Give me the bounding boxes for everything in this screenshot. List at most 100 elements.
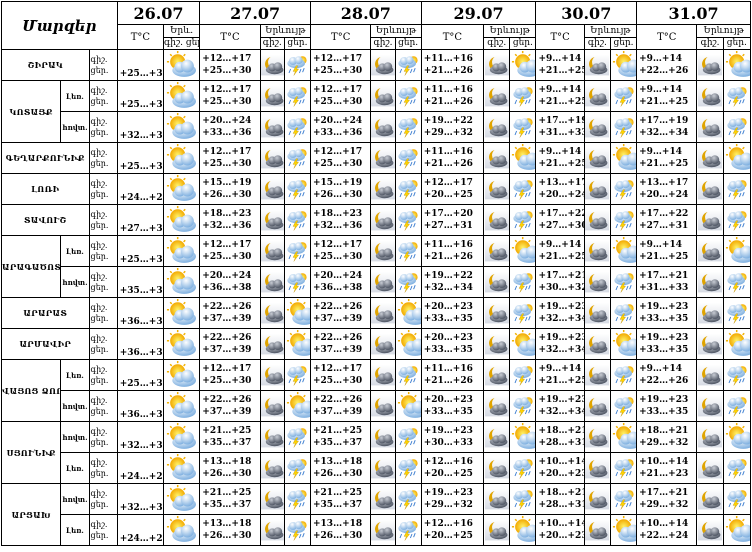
moon-cloud-icon (370, 266, 396, 298)
thunderstorm-icon (612, 208, 636, 232)
moon-cloud-icon (698, 53, 722, 77)
moon-cloud-icon (696, 452, 724, 484)
day-temperature: +20…+23 (538, 469, 585, 479)
night-header: գիշ. (583, 36, 611, 50)
region-name: ՍՅՈՒՆԻՔ (0, 421, 62, 484)
night-temperature: +21…+25 (313, 488, 363, 498)
night-day-label: գիշ. ցեր. (88, 80, 118, 112)
temperature-range: +17…+21 +30…+32 (535, 266, 585, 298)
thunderstorm-icon (722, 359, 752, 391)
night-day-label: գիշ. ցեր. (88, 514, 118, 546)
sun-cloud-icon (163, 421, 201, 453)
thunderstorm-icon (285, 84, 309, 108)
night-temperature: +10…+14 (639, 457, 689, 467)
thunderstorm-icon (396, 177, 420, 201)
thunderstorm-icon (722, 111, 752, 143)
temperature-range: +13…+17 +20…+24 (636, 173, 698, 205)
night-temperature: +20…+23 (423, 333, 473, 343)
region-name: ՇԻՐԱԿ (1, 49, 90, 81)
night-temperature: +12…+17 (202, 54, 252, 64)
moon-cloud-icon (259, 297, 285, 329)
day-header: ցեր. (509, 36, 537, 50)
temperature-range: +12…+17 +25…+30 (309, 49, 372, 81)
moon-cloud-icon (485, 456, 509, 480)
thunderstorm-icon (396, 115, 420, 139)
moon-cloud-icon (696, 483, 724, 515)
night-temperature: +12…+17 (423, 178, 473, 188)
sun-cloud-icon (609, 421, 638, 453)
night-temperature: +22…+26 (202, 395, 252, 405)
thunderstorm-icon (285, 425, 309, 449)
day-temperature: +30…+32 (538, 283, 585, 293)
thunderstorm-icon (396, 53, 420, 77)
moon-cloud-icon (583, 266, 611, 298)
thunderstorm-icon (722, 204, 752, 236)
moon-cloud-icon (483, 80, 511, 112)
moon-cloud-icon (583, 297, 611, 329)
moon-cloud-icon (585, 53, 609, 77)
thunderstorm-icon (396, 146, 420, 170)
zone-label: Լեռ. (60, 80, 90, 112)
moon-cloud-icon (259, 235, 285, 267)
temperature-range: +13…+18 +26…+30 (199, 514, 261, 546)
moon-cloud-icon (698, 146, 722, 170)
sun-cloud-icon (165, 330, 199, 358)
moon-cloud-icon (585, 425, 609, 449)
night-temperature: +9…+14 (639, 85, 682, 95)
sun-cloud-icon (285, 330, 311, 358)
moon-cloud-icon (483, 49, 511, 81)
day-temperature: +29…+32 (639, 438, 689, 448)
moon-cloud-icon (585, 208, 609, 232)
temperature-range: +19…+23 +32…+34 (535, 297, 585, 329)
thunderstorm-icon (612, 270, 636, 294)
moon-cloud-icon (485, 301, 509, 325)
temperature-range: +10…+14 +20…+23 (535, 514, 585, 546)
moon-cloud-icon (583, 142, 611, 174)
moon-cloud-icon (370, 359, 396, 391)
temperature-value: +24…+28 (116, 173, 165, 205)
region-name: ԱՐՄԱՎԻՐ (1, 328, 90, 360)
night-temperature: +12…+17 (313, 240, 363, 250)
moon-cloud-icon (261, 487, 285, 511)
moon-cloud-icon (259, 266, 285, 298)
thunderstorm-icon (725, 363, 749, 387)
temperature-range: +17…+21 +31…+33 (636, 266, 698, 298)
thunderstorm-icon (283, 235, 312, 267)
night-day-label: գիշ. ցեր. (88, 111, 118, 143)
night-temperature: +20…+23 (423, 395, 473, 405)
temperature-range: +13…+18 +26…+30 (309, 452, 372, 484)
moon-cloud-icon (698, 332, 722, 356)
moon-cloud-icon (696, 49, 724, 81)
moon-cloud-icon (585, 518, 609, 542)
day-temperature: +21…+26 (423, 252, 473, 262)
moon-cloud-icon (371, 115, 395, 139)
night-header: գիշ. (370, 36, 396, 50)
night-temperature: +13…+17 (639, 178, 689, 188)
zone-label: հովտ. (60, 421, 90, 453)
weather-header: Երև. (163, 24, 201, 38)
thunderstorm-icon (285, 363, 309, 387)
day-temperature: +20…+25 (423, 531, 473, 541)
day-temperature: +32…+36 (313, 221, 363, 231)
moon-cloud-icon (485, 518, 509, 542)
day-temperature: +32…+34 (538, 407, 585, 417)
moon-cloud-icon (371, 487, 395, 511)
sun-cloud-icon (722, 49, 752, 81)
thunderstorm-icon (612, 394, 636, 418)
thunderstorm-icon (609, 111, 638, 143)
night-temperature: +11…+16 (423, 147, 473, 157)
moon-cloud-icon (583, 359, 611, 391)
moon-cloud-icon (698, 208, 722, 232)
night-temperature: +17…+22 (639, 209, 689, 219)
thunderstorm-icon (396, 425, 420, 449)
day-temperature: +21…+26 (423, 376, 473, 386)
day-temperature: +20…+24 (639, 190, 689, 200)
night-temperature: +21…+25 (313, 426, 363, 436)
night-day-label: գիշ. ցեր. (88, 142, 118, 174)
temperature-value: +32…+35 (116, 483, 165, 515)
thunderstorm-icon (509, 266, 537, 298)
day-temperature: +37…+39 (313, 345, 363, 355)
moon-cloud-icon (371, 456, 395, 480)
sun-cloud-icon (724, 237, 751, 265)
